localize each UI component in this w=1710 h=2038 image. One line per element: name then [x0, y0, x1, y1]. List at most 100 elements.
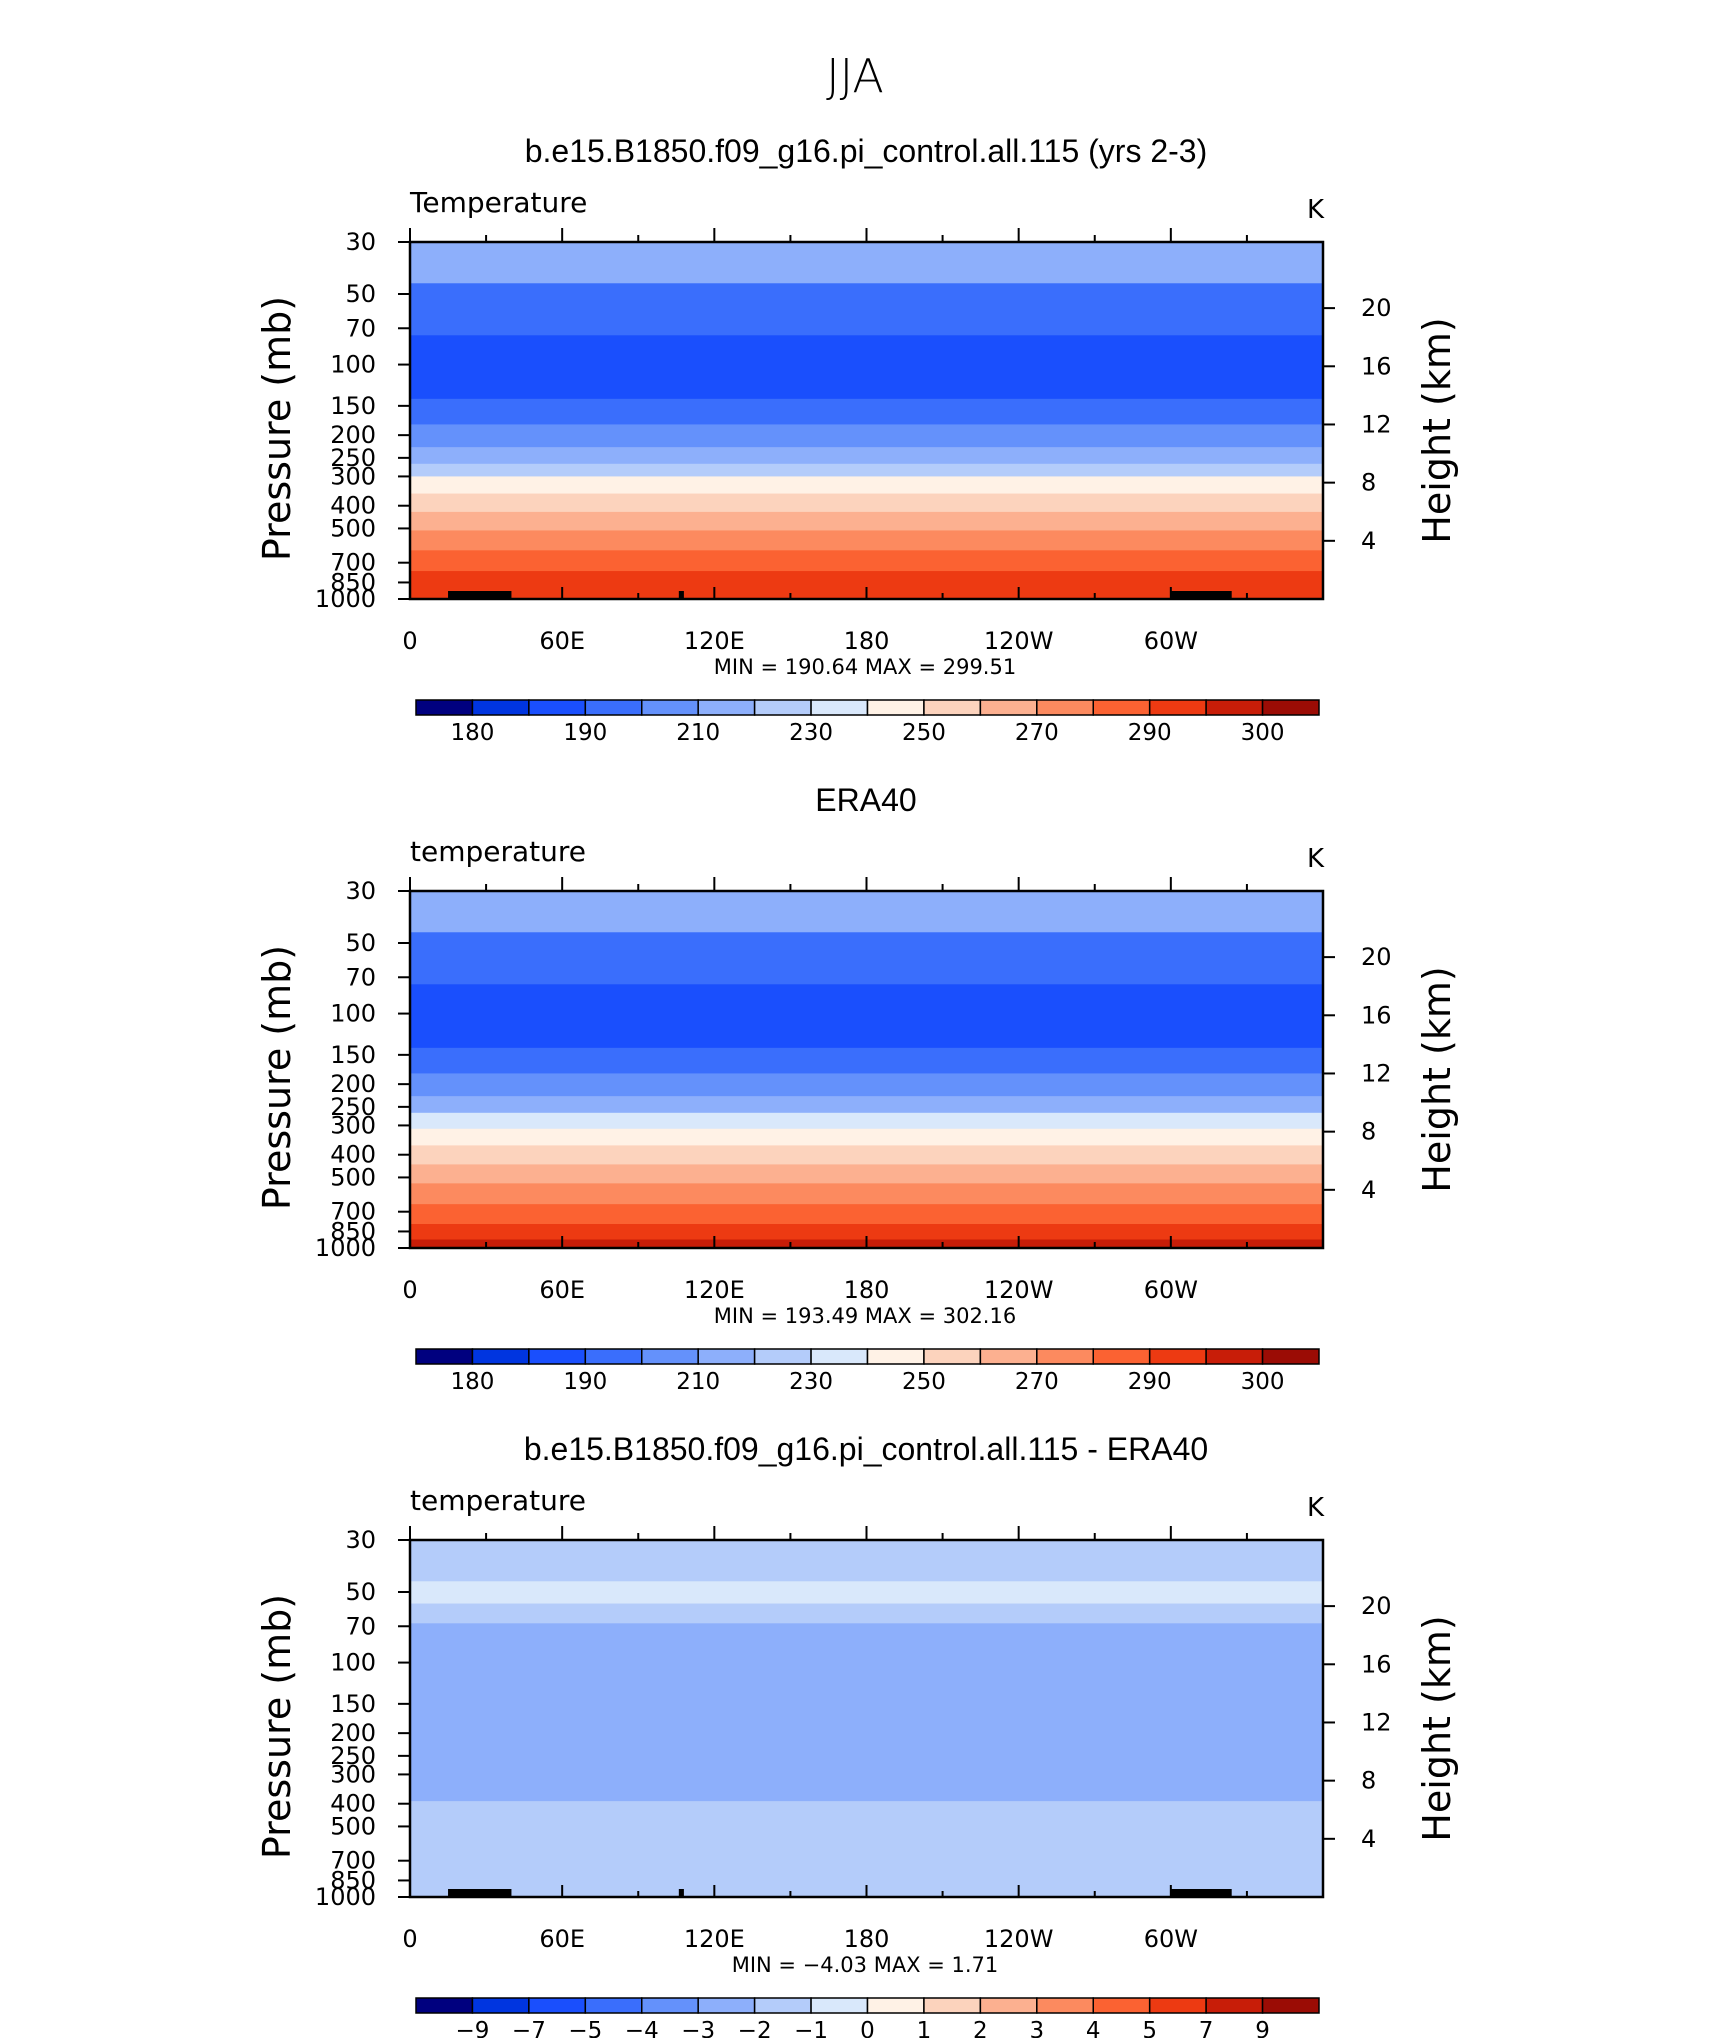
colorbar-label: 210 — [676, 720, 720, 746]
y-tick-label: 250 — [330, 1742, 376, 1770]
colorbar-label: 180 — [450, 1369, 494, 1395]
colorbar-box — [471, 699, 530, 716]
figure-title: JJA — [826, 49, 884, 103]
y-axis-title: Pressure (mb) — [255, 296, 299, 561]
contour-band — [410, 1112, 1323, 1130]
x-tick-label: 60W — [1144, 627, 1198, 655]
colorbar-box — [1036, 699, 1094, 716]
y-axis-title: Pressure (mb) — [255, 945, 299, 1210]
colorbar-box — [866, 1997, 925, 2014]
x-tick-label: 0 — [402, 1276, 417, 1304]
colorbar-box — [697, 1997, 756, 2014]
y-right-tick-label: 16 — [1361, 1650, 1392, 1678]
colorbar-label: 210 — [676, 1369, 720, 1395]
y-tick-label: 700 — [330, 1847, 376, 1875]
variable-label: temperature — [410, 1484, 586, 1517]
y-tick-label: 200 — [330, 421, 376, 449]
colorbar-box — [528, 699, 587, 716]
colorbar-box — [697, 699, 756, 716]
contour-band — [410, 1128, 1323, 1146]
y-tick-label: 850 — [330, 568, 376, 596]
contour-band — [410, 891, 1323, 933]
y-right-tick-label: 12 — [1361, 1059, 1392, 1087]
y-tick-label: 100 — [330, 351, 376, 379]
topography-mask — [448, 1889, 512, 1897]
x-tick-label: 120W — [984, 1925, 1054, 1953]
colorbar-label: 250 — [902, 720, 946, 746]
colorbar-box — [528, 1348, 587, 1365]
colorbar-label: −5 — [568, 2018, 602, 2038]
contour-band — [410, 1603, 1323, 1624]
colorbar-label: 270 — [1015, 1369, 1059, 1395]
colorbar-label: 9 — [1255, 2018, 1270, 2038]
y-right-tick-label: 4 — [1361, 1825, 1376, 1853]
y-tick-label: 200 — [330, 1070, 376, 1098]
y-tick-label: 70 — [345, 963, 376, 991]
x-tick-label: 60W — [1144, 1276, 1198, 1304]
y-tick-label: 850 — [330, 1866, 376, 1894]
colorbar-label: −4 — [625, 2018, 659, 2038]
contour-fill — [410, 242, 1323, 600]
contour-band — [410, 511, 1323, 532]
y-tick-label: 100 — [330, 1000, 376, 1028]
y-right-tick-label: 8 — [1361, 469, 1376, 497]
contour-band — [410, 1145, 1323, 1166]
y-tick-label: 30 — [345, 877, 376, 905]
colorbar-box — [471, 1997, 530, 2014]
y-tick-label: 700 — [330, 549, 376, 577]
y-right-tick-label: 4 — [1361, 527, 1376, 555]
contour-band — [410, 476, 1323, 495]
contour-band — [410, 335, 1323, 400]
contour-band — [410, 550, 1323, 572]
topography-mask — [1170, 591, 1232, 599]
colorbar-box — [584, 1997, 643, 2014]
y-tick-label: 400 — [330, 1141, 376, 1169]
contour-band — [410, 1581, 1323, 1605]
y-tick-label: 400 — [330, 1790, 376, 1818]
contour-band — [410, 463, 1323, 478]
contour-band — [410, 1224, 1323, 1241]
contour-band — [410, 984, 1323, 1049]
contour-band — [410, 424, 1323, 448]
x-tick-label: 0 — [402, 627, 417, 655]
colorbar-box — [753, 1348, 812, 1365]
colorbar-label: 290 — [1128, 1369, 1172, 1395]
colorbar-label: 300 — [1241, 1369, 1285, 1395]
y-right-tick-label: 20 — [1361, 1592, 1392, 1620]
y-tick-label: 50 — [345, 280, 376, 308]
y-tick-label: 70 — [345, 1612, 376, 1640]
x-tick-label: 120W — [984, 627, 1054, 655]
colorbar-box — [697, 1348, 756, 1365]
y-tick-label: 1000 — [315, 1234, 376, 1262]
y-tick-label: 400 — [330, 492, 376, 520]
contour-band — [410, 530, 1323, 551]
colorbar-label: 180 — [450, 720, 494, 746]
colorbar-box — [641, 1348, 699, 1365]
colorbar-box — [584, 699, 643, 716]
y-tick-label: 100 — [330, 1649, 376, 1677]
panel-title: b.e15.B1850.f09_g16.pi_control.all.115 (… — [525, 133, 1208, 169]
y-tick-label: 1000 — [315, 1883, 376, 1911]
contour-fill — [410, 891, 1323, 1249]
colorbar-label: −1 — [794, 2018, 828, 2038]
colorbar-label: −2 — [738, 2018, 772, 2038]
x-tick-label: 120W — [984, 1276, 1054, 1304]
contour-band — [410, 1204, 1323, 1225]
contour-fill — [410, 1540, 1323, 1898]
y-tick-label: 1000 — [315, 585, 376, 613]
colorbar: −9 −7 −5 −4 −3 −2 −1 0 1 2 3 4 5 7 9 — [415, 1997, 1320, 2038]
y-axis-title: Pressure (mb) — [255, 1594, 299, 1859]
y-tick-label: 850 — [330, 1217, 376, 1245]
topography-mask — [448, 591, 512, 599]
y-tick-label: 50 — [345, 929, 376, 957]
y-tick-label: 250 — [330, 444, 376, 472]
topography-mask — [678, 591, 684, 599]
y-right-tick-label: 16 — [1361, 1001, 1392, 1029]
y-tick-label: 300 — [330, 1760, 376, 1788]
contour-band — [410, 242, 1323, 284]
colorbar-box — [979, 1348, 1038, 1365]
colorbar-box — [810, 1348, 869, 1365]
x-tick-label: 60E — [539, 1276, 585, 1304]
colorbar-label: 3 — [1029, 2018, 1044, 2038]
